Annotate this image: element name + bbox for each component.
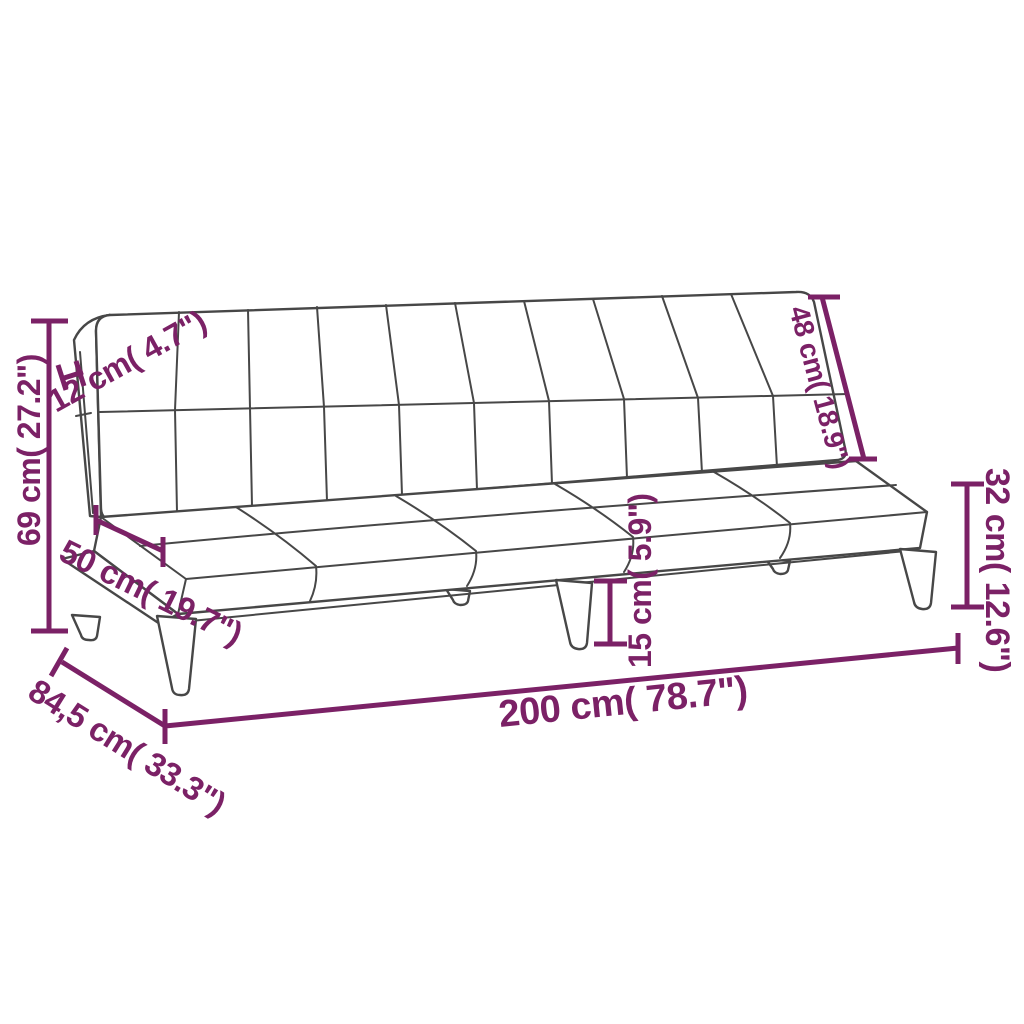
dimension-line — [594, 578, 627, 647]
dimension-label-seat-height: 32 cm( 12.6") — [978, 468, 1016, 672]
sofa-leg-back-left — [70, 613, 102, 642]
dimension-line — [808, 294, 877, 462]
sofa-front-legs — [155, 547, 938, 697]
dimension-line — [951, 481, 984, 610]
seat-cross-seam — [395, 495, 478, 587]
seat-cushion-seams — [139, 471, 897, 602]
backrest-vertical-seam — [385, 304, 403, 496]
sofa-leg-front-left — [155, 614, 198, 697]
backrest-vertical-seam — [247, 309, 253, 507]
dimension-label-leg-height: 15 cm( 5.9") — [622, 493, 658, 668]
dimension-line — [31, 318, 68, 634]
sofa-leg-back-middle — [444, 587, 472, 607]
seat-front-left-edge — [177, 578, 187, 615]
sofa-leg-front-right — [898, 547, 938, 611]
dimension-overall-depth: 84,5 cm( 33.3") — [22, 646, 232, 822]
seat-lengthwise-seam — [139, 484, 897, 547]
backrest-vertical-seam — [174, 311, 180, 513]
dimension-line — [48, 646, 167, 729]
dimension-label-overall-height: 69 cm( 27.2") — [11, 354, 47, 546]
dimension-line — [55, 360, 87, 391]
backrest-vertical-seam — [523, 300, 553, 485]
backrest-tufting-seams — [99, 293, 849, 513]
dimension-overall-width: 200 cm( 78.7") — [162, 633, 961, 744]
backrest-vertical-seam — [730, 293, 778, 468]
backrest-vertical-seam — [454, 302, 478, 491]
backrest-side-seam — [75, 412, 92, 417]
dimension-overall-height: 69 cm( 27.2") — [11, 318, 68, 634]
sofa-illustration — [60, 290, 938, 697]
seat-cross-seam — [713, 471, 792, 559]
dimension-line — [93, 505, 166, 567]
seat-front-top-edge — [185, 511, 928, 580]
backrest-vertical-seam — [316, 306, 328, 502]
backrest-vertical-seam — [592, 298, 628, 479]
dimension-leg-height: 15 cm( 5.9") — [594, 493, 658, 668]
dimension-line — [162, 633, 961, 744]
dimension-label-overall-depth: 84,5 cm( 33.3") — [22, 672, 232, 822]
seat-cross-seam — [554, 483, 635, 573]
seat-cross-seam — [235, 506, 318, 602]
backrest-vertical-seam — [661, 295, 703, 474]
sofa-leg-front-middle — [554, 578, 594, 651]
dimension-seat-height: 32 cm( 12.6") — [951, 468, 1016, 672]
